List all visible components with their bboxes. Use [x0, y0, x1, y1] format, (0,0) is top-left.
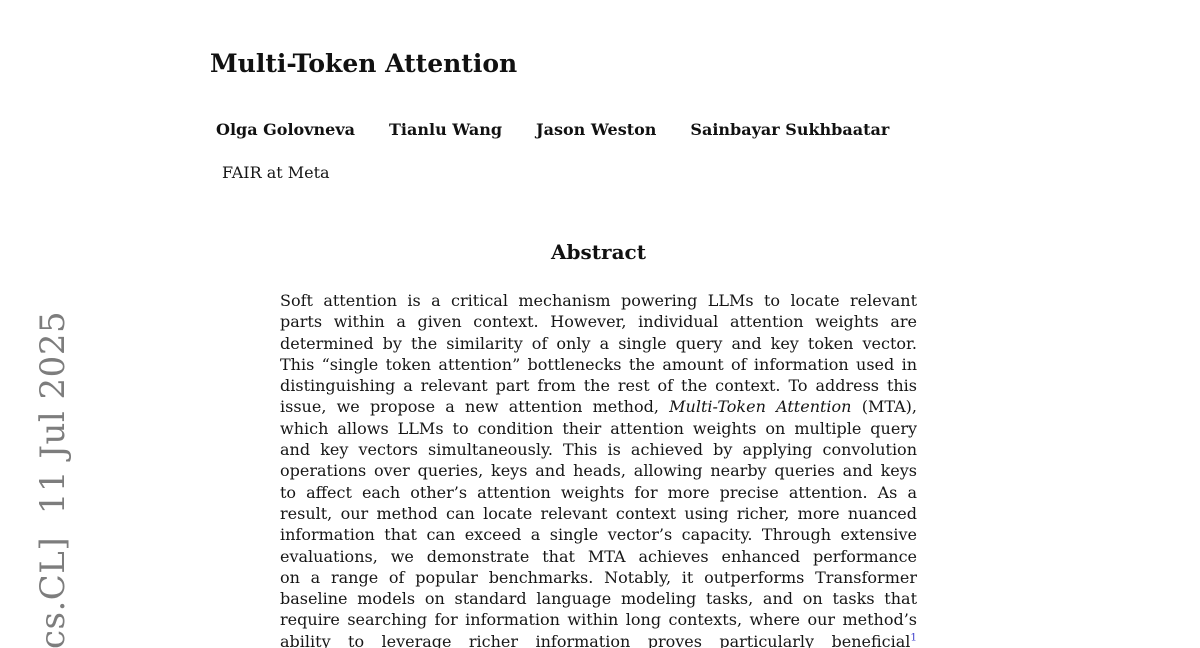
author-list: Olga Golovneva Tianlu Wang Jason Weston Sai… [216, 120, 889, 139]
author-name: Tianlu Wang [389, 120, 503, 139]
abstract-text-run: Multi-Token Attention [669, 397, 852, 417]
abstract-text-run: distinguishing a relevant part from the … [280, 376, 917, 396]
abstract-line: determined by the similarity of only a s… [280, 333, 917, 354]
abstract-line: which allows LLMs to condition their att… [280, 418, 917, 439]
abstract-text-run: ability to leverage richer information p… [280, 631, 911, 648]
abstract-text-run: (MTA), [851, 397, 917, 417]
affiliation: FAIR at Meta [222, 163, 330, 182]
abstract-text-run: on a range of popular benchmarks. Notabl… [280, 567, 917, 587]
abstract-line: issue, we propose a new attention method… [280, 396, 917, 417]
abstract-text-run: Soft attention is a critical mechanism p… [280, 291, 917, 310]
abstract-body: Soft attention is a critical mechanism p… [280, 290, 917, 648]
abstract-line: ability to leverage richer information p… [280, 631, 917, 648]
abstract-line: baseline models on standard language mod… [280, 588, 917, 609]
abstract-line: and key vectors simultaneously. This is … [280, 439, 917, 460]
abstract-text-run: result, our method can locate relevant c… [280, 503, 917, 523]
abstract-text-run: determined by the similarity of only a s… [280, 333, 917, 353]
abstract-heading: Abstract [551, 240, 646, 264]
abstract-line: information that can exceed a single vec… [280, 524, 917, 545]
abstract-line: parts within a given context. However, i… [280, 311, 917, 332]
footnote-ref[interactable]: 1 [910, 631, 917, 644]
author-name: Sainbayar Sukhbaatar [690, 120, 890, 139]
abstract-line: to affect each other’s attention weights… [280, 482, 917, 503]
abstract-text-run: This “single token attention” bottleneck… [280, 354, 917, 374]
abstract-line: operations over queries, keys and heads,… [280, 460, 917, 481]
arxiv-watermark: cs.CL] 11 Jul 2025 [33, 310, 73, 648]
abstract-text-run: which allows LLMs to condition their att… [280, 418, 917, 438]
abstract-text-run: evaluations, we demonstrate that MTA ach… [280, 546, 917, 566]
abstract-line: This “single token attention” bottleneck… [280, 354, 917, 375]
abstract-text-run: operations over queries, keys and heads,… [280, 461, 917, 481]
author-name: Olga Golovneva [216, 120, 355, 139]
abstract-line: require searching for information within… [280, 609, 917, 630]
abstract-text-run: parts within a given context. However, i… [280, 312, 917, 332]
abstract-line: Soft attention is a critical mechanism p… [280, 290, 917, 311]
abstract-text-run: information that can exceed a single vec… [280, 525, 917, 545]
abstract-line: evaluations, we demonstrate that MTA ach… [280, 546, 917, 567]
author-name: Jason Weston [536, 120, 657, 139]
abstract-text-run: baseline models on standard language mod… [280, 589, 917, 609]
abstract-text-run: and key vectors simultaneously. This is … [280, 440, 917, 460]
abstract-text-run: to affect each other’s attention weights… [280, 482, 917, 502]
abstract-line: distinguishing a relevant part from the … [280, 375, 917, 396]
abstract-text-run: issue, we propose a new attention method… [280, 397, 670, 417]
abstract-line: result, our method can locate relevant c… [280, 503, 917, 524]
paper-title: Multi-Token Attention [210, 49, 518, 78]
abstract-text-run: require searching for information within… [280, 610, 917, 630]
abstract-line: on a range of popular benchmarks. Notabl… [280, 567, 917, 588]
